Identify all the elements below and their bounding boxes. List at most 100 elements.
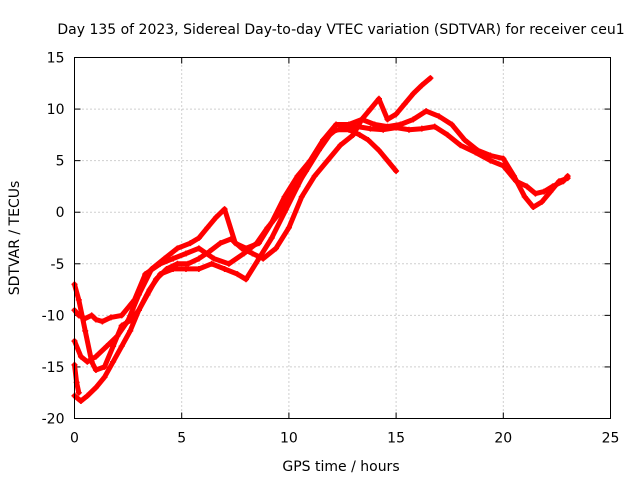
data-point: [405, 126, 412, 133]
data-point: [208, 260, 215, 267]
data-point: [268, 235, 275, 241]
x-tick-label: 0: [70, 431, 79, 447]
data-point: [375, 147, 382, 154]
data-point: [281, 193, 288, 200]
data-point: [367, 125, 374, 132]
data-point: [365, 137, 372, 144]
x-tick-label: 10: [280, 431, 298, 447]
data-point: [135, 307, 142, 314]
data-point: [457, 142, 464, 149]
data-point: [530, 204, 537, 211]
grid: [74, 57, 611, 419]
data-point: [345, 126, 352, 133]
data-point: [92, 316, 99, 323]
data-point: [110, 358, 117, 365]
data-point: [185, 260, 192, 267]
data-point: [384, 123, 391, 130]
y-tick-label: 10: [47, 102, 65, 118]
data-point: [333, 121, 340, 128]
data-point: [268, 219, 275, 226]
data-point: [148, 265, 155, 272]
data-point: [110, 343, 117, 350]
data-point: [410, 116, 417, 123]
data-point: [170, 255, 177, 262]
data-point: [556, 178, 563, 185]
data-point: [82, 327, 89, 334]
data-point: [521, 193, 528, 200]
y-tick-label: -5: [51, 257, 65, 273]
data-point: [397, 121, 404, 128]
data-point: [103, 343, 110, 350]
data-point: [127, 327, 134, 334]
data-point: [547, 188, 554, 195]
data-point: [255, 240, 262, 247]
data-point: [238, 245, 245, 252]
data-point: [410, 90, 417, 97]
y-axis-label: SDTVAR / TECUs: [7, 181, 23, 296]
y-tick-label: -10: [42, 308, 65, 324]
data-point: [146, 286, 153, 293]
data-point: [118, 312, 125, 319]
data-point: [195, 255, 202, 262]
x-tick-label: 15: [387, 431, 405, 447]
data-point: [324, 157, 331, 164]
data-point: [170, 265, 177, 272]
data-point: [423, 108, 430, 115]
data-point: [538, 198, 545, 205]
data-point: [500, 155, 507, 162]
data-point: [217, 240, 224, 247]
data-point: [187, 240, 194, 247]
data-point: [532, 190, 539, 197]
data-point: [182, 265, 189, 272]
data-point: [393, 111, 400, 118]
data-point: [77, 353, 84, 360]
data-point: [118, 322, 125, 329]
data-point: [418, 82, 425, 89]
data-point: [135, 291, 142, 298]
data-point: [77, 397, 84, 404]
y-tick-label: 5: [56, 154, 65, 170]
data-point: [243, 276, 250, 283]
data-point: [444, 131, 451, 138]
data-point: [174, 245, 181, 252]
data-point: [541, 188, 548, 195]
data-point: [107, 314, 114, 321]
data-point: [285, 224, 292, 231]
data-point: [195, 245, 202, 252]
data-point: [320, 137, 327, 144]
y-tick-label: -20: [42, 412, 65, 428]
data-point: [92, 353, 99, 360]
data-point: [307, 157, 314, 164]
data-point: [206, 248, 213, 255]
data-point: [337, 142, 344, 149]
chart-title: Day 135 of 2023, Sidereal Day-to-day VTE…: [57, 22, 624, 38]
data-point: [92, 384, 99, 391]
data-point: [101, 374, 108, 381]
data-point: [118, 343, 125, 350]
data-point: [225, 260, 232, 267]
series-line-track-4: [72, 108, 571, 404]
y-tick-label: -15: [42, 360, 65, 376]
series-line-track-3: [72, 75, 433, 373]
data-point: [375, 95, 382, 102]
data-point: [564, 175, 571, 182]
data-point: [294, 183, 301, 190]
data-point: [401, 100, 408, 107]
series-layer: [71, 75, 571, 404]
data-point: [367, 106, 374, 113]
data-point: [461, 137, 468, 144]
tick-labels: 0 5 10 15 20 25 -20 -15 -10 -5 0 5 10 15: [42, 51, 620, 447]
x-tick-label: 25: [602, 431, 620, 447]
data-point: [101, 363, 108, 370]
data-point: [384, 157, 391, 164]
data-point: [75, 296, 82, 303]
data-point: [88, 312, 95, 319]
x-tick-label: 5: [177, 431, 186, 447]
data-point: [99, 318, 106, 325]
data-point: [249, 250, 256, 257]
plot-frame: [74, 57, 611, 419]
data-point: [157, 271, 164, 278]
data-point: [523, 183, 530, 190]
data-point: [255, 255, 262, 262]
data-point: [345, 121, 352, 128]
